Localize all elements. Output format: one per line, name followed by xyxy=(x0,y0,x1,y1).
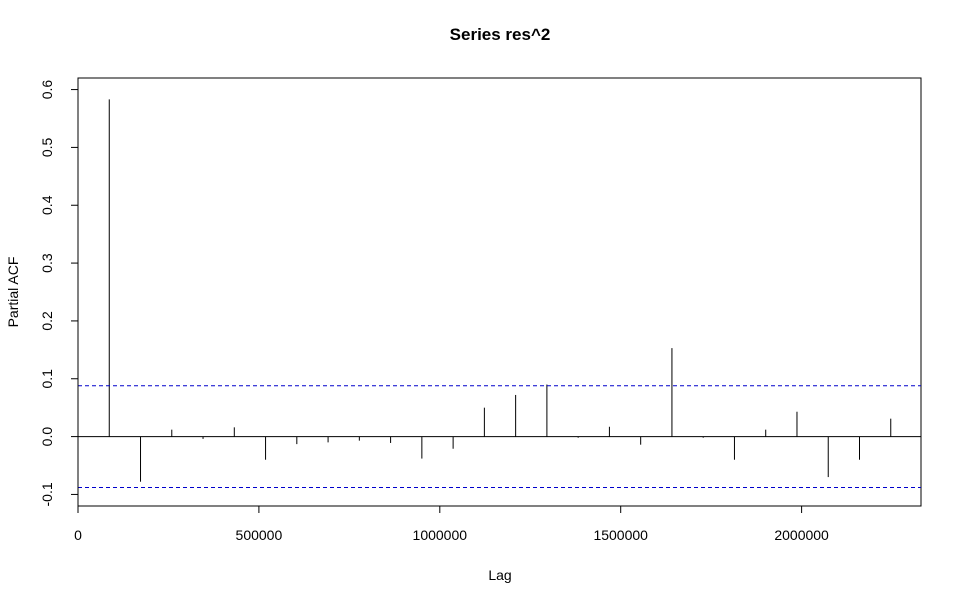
confidence-bounds xyxy=(78,385,921,488)
y-axis-label: Partial ACF xyxy=(5,257,21,328)
x-axis-label: Lag xyxy=(488,567,511,583)
x-tick-label: 1000000 xyxy=(413,527,468,543)
chart-title: Series res^2 xyxy=(450,25,551,44)
x-tick-label: 500000 xyxy=(236,527,283,543)
y-tick-label: 0.1 xyxy=(39,369,55,389)
x-tick-label: 2000000 xyxy=(774,527,829,543)
y-tick-label: 0.3 xyxy=(39,253,55,273)
y-tick-label: 0.5 xyxy=(39,137,55,157)
x-axis: 0 500000 1000000 1500000 2000000 xyxy=(74,505,829,543)
pacf-bars xyxy=(78,99,921,482)
y-axis: -0.1 0.0 0.1 0.2 0.3 0.4 0.5 0.6 xyxy=(39,80,79,506)
x-tick-label: 0 xyxy=(74,527,82,543)
plot-frame xyxy=(77,77,922,507)
x-tick-label: 1500000 xyxy=(593,527,648,543)
y-tick-label: 0.4 xyxy=(39,195,55,215)
y-tick-label: -0.1 xyxy=(39,482,55,506)
y-tick-label: 0.2 xyxy=(39,311,55,331)
y-tick-label: 0.6 xyxy=(39,80,55,100)
y-tick-label: 0.0 xyxy=(39,427,55,447)
